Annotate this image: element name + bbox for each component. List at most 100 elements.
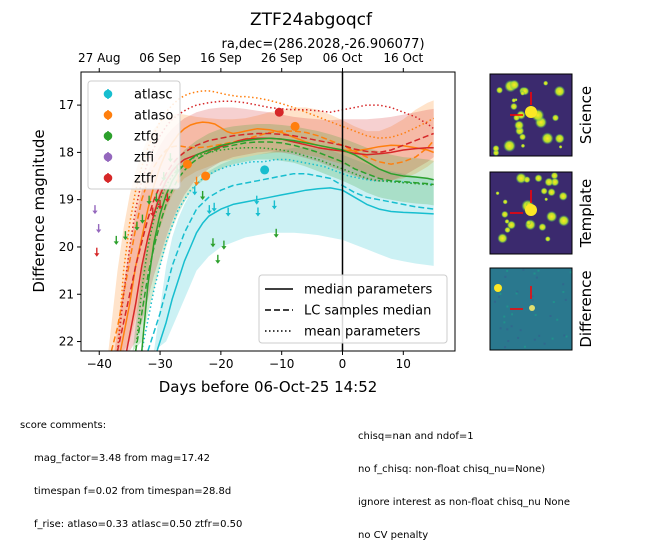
star-blob bbox=[546, 210, 558, 223]
filter-legend: atlasc atlaso ztfg ztfi ztfr bbox=[87, 80, 181, 190]
legend-entry-dotted: mean parameters bbox=[265, 325, 421, 340]
top-date-axis-ticks: 27 Aug 06 Sep 16 Sep 26 Sep 06 Oct 16 Oct bbox=[78, 51, 424, 72]
noise-pixel bbox=[506, 269, 509, 272]
noise-pixel bbox=[506, 328, 509, 331]
star-blob bbox=[520, 90, 526, 96]
star-blob bbox=[551, 114, 560, 122]
star-blob bbox=[540, 187, 548, 195]
noise-pixel bbox=[534, 314, 537, 317]
upper-limit-ztfg bbox=[113, 235, 119, 245]
x-tick-label: −30 bbox=[147, 357, 172, 371]
cutout-difference: Difference bbox=[489, 267, 595, 351]
noise-pixel bbox=[503, 315, 506, 318]
upper-limit-ztfg bbox=[221, 240, 227, 250]
noise-pixel bbox=[563, 334, 566, 337]
upper-limit-atlasc bbox=[255, 207, 261, 217]
star-blob bbox=[547, 188, 556, 197]
upper-limit-arrowhead bbox=[157, 205, 163, 210]
star-blob bbox=[501, 210, 509, 219]
upper-limit-ztfi bbox=[92, 205, 98, 215]
noise-pixel bbox=[549, 314, 552, 317]
legend-entry-ztfi: ztfi bbox=[103, 151, 154, 166]
detection-point-atlaso bbox=[201, 171, 211, 181]
noise-pixel bbox=[562, 290, 565, 293]
noise-pixel bbox=[556, 318, 559, 321]
cutout-frame bbox=[489, 267, 573, 351]
upper-limit-ztfg bbox=[273, 228, 279, 238]
score-comment-line: f_rise: atlaso=0.33 atlasc=0.50 ztfr=0.5… bbox=[34, 519, 243, 530]
upper-limit-arrowhead bbox=[215, 260, 221, 264]
legend-marker bbox=[103, 89, 113, 99]
star-blob bbox=[497, 233, 508, 244]
cutout-frame bbox=[489, 171, 573, 255]
star-blob bbox=[503, 139, 516, 153]
legend-entry-atlaso: atlaso bbox=[103, 109, 173, 124]
star-blob bbox=[510, 102, 518, 111]
noise-pixel bbox=[551, 337, 554, 340]
y-tick-label: 21 bbox=[59, 287, 74, 301]
y-axis-ticks: 17 18 19 20 21 22 bbox=[59, 98, 81, 349]
noise-pixel bbox=[531, 299, 534, 302]
light-curve-figure: ZTF24abgoqcf ra,dec=(286.2028,-26.906077… bbox=[30, 10, 595, 396]
upper-limit-atlasc bbox=[192, 186, 198, 196]
upper-limit-ztfr bbox=[164, 193, 170, 203]
curve-atlasc-solid bbox=[156, 187, 434, 351]
star-blob bbox=[541, 132, 554, 145]
upper-limit-arrowhead bbox=[164, 198, 170, 203]
legend-marker bbox=[103, 131, 113, 141]
upper-limit-arrowhead bbox=[210, 243, 216, 248]
upper-limit-ztfg bbox=[215, 254, 221, 264]
plot-frame bbox=[80, 71, 456, 352]
upper-limit-arrowhead bbox=[113, 241, 119, 245]
noise-pixel bbox=[537, 269, 540, 272]
noise-pixel bbox=[562, 283, 565, 286]
upper-limit-arrowhead bbox=[221, 246, 227, 250]
score-comments-right: chisq=nan and ndof=1 no f_chisq: non-flo… bbox=[358, 409, 570, 552]
star-blob bbox=[553, 85, 566, 98]
top-tick-label: 16 Oct bbox=[383, 51, 423, 65]
star-blob bbox=[492, 144, 500, 153]
star-blob bbox=[558, 215, 570, 227]
noise-pixel bbox=[504, 275, 507, 278]
star-blob bbox=[513, 114, 520, 122]
upper-limit-atlasc bbox=[211, 202, 217, 212]
y-tick-label: 19 bbox=[59, 193, 74, 207]
curve-atlasc-dashed bbox=[147, 172, 434, 351]
score-comment-line: no f_chisq: non-float chisq_nu=None) bbox=[358, 464, 546, 475]
star-blob bbox=[506, 220, 516, 230]
upper-limit-ztfg bbox=[139, 214, 146, 224]
upper-limit-arrowhead bbox=[206, 210, 212, 215]
target-source bbox=[525, 204, 537, 216]
upper-limit-ztfr bbox=[157, 200, 163, 210]
star-blob bbox=[554, 133, 565, 144]
upper-limit-arrowhead bbox=[96, 229, 102, 234]
residual-blob bbox=[494, 284, 502, 292]
score-comment-line: mag_factor=3.48 from mag=17.42 bbox=[34, 453, 211, 464]
noise-pixel bbox=[499, 292, 502, 295]
star-blob bbox=[520, 143, 526, 149]
upper-limit-ztfi bbox=[96, 224, 102, 234]
noise-pixel bbox=[564, 298, 567, 301]
upper-limit-atlasc bbox=[206, 205, 212, 215]
noise-pixel bbox=[515, 292, 518, 295]
upper-limit-arrowhead bbox=[146, 201, 152, 205]
upper-limit-arrowhead bbox=[211, 208, 217, 212]
upper-limit-arrowhead bbox=[94, 253, 100, 257]
detection-point-atlaso bbox=[290, 121, 300, 131]
score-comments-left: score comments: mag_factor=3.48 from mag… bbox=[20, 398, 242, 541]
upper-limit-arrowhead bbox=[255, 213, 261, 217]
upper-limit-ztfg bbox=[210, 238, 216, 248]
upper-limit-arrowhead bbox=[271, 205, 277, 210]
detection-point-atlasc bbox=[260, 165, 270, 175]
noise-pixel bbox=[504, 346, 507, 349]
legend-label: ztfr bbox=[134, 172, 156, 187]
upper-limit-arrowhead bbox=[153, 198, 160, 203]
top-tick-label: 27 Aug bbox=[78, 51, 121, 65]
score-comments-heading: score comments: bbox=[20, 420, 107, 431]
upper-limit-arrowhead bbox=[139, 220, 146, 224]
noise-pixel bbox=[498, 295, 501, 298]
noise-pixel bbox=[517, 336, 520, 339]
band-atlasc bbox=[154, 147, 434, 351]
cutout-label: Template bbox=[577, 179, 595, 248]
x-tick-label: 10 bbox=[396, 357, 411, 371]
